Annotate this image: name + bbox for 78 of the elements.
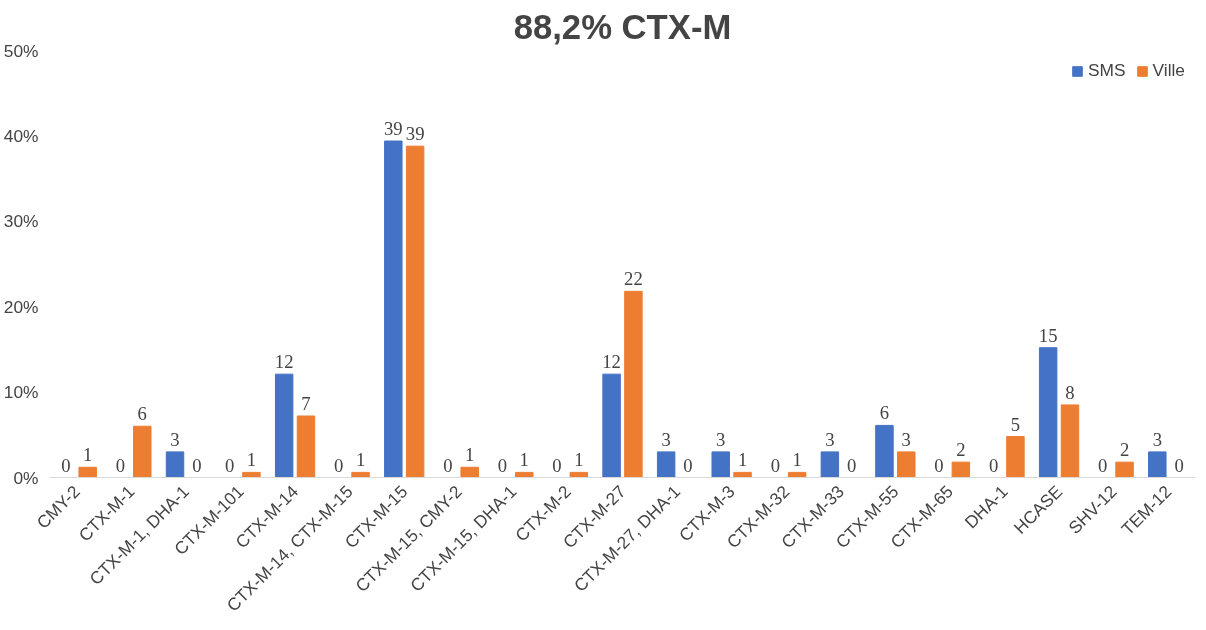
- y-tick-label: 10%: [3, 382, 39, 403]
- data-label: 39: [405, 123, 425, 145]
- bar: [1148, 451, 1167, 478]
- data-label: 0: [1174, 454, 1184, 476]
- data-label: 0: [988, 454, 999, 476]
- data-label: 3: [661, 428, 671, 450]
- data-label: 3: [1152, 428, 1162, 450]
- data-label: 1: [465, 444, 475, 466]
- bar: [242, 471, 261, 478]
- bar: [384, 140, 403, 478]
- data-label: 6: [137, 403, 147, 425]
- bar: [787, 471, 807, 478]
- data-label: 0: [497, 454, 508, 476]
- data-label: 0: [224, 454, 235, 476]
- data-label: 0: [770, 454, 780, 476]
- data-label: 7: [301, 393, 311, 415]
- data-label: 0: [847, 454, 857, 476]
- y-tick-label: 20%: [3, 296, 39, 317]
- bar: [820, 451, 840, 478]
- data-label: 0: [934, 454, 944, 476]
- bar: [711, 451, 730, 478]
- data-label: 3: [170, 428, 180, 450]
- data-label: 39: [383, 118, 403, 140]
- bar: [602, 373, 621, 478]
- bar: [78, 466, 97, 478]
- data-label: 1: [246, 449, 257, 471]
- data-label: 6: [879, 402, 890, 424]
- bar: [1006, 436, 1025, 478]
- bar: [733, 471, 752, 478]
- legend-label: Ville: [1152, 60, 1185, 81]
- data-label: 15: [1038, 324, 1058, 346]
- bar: [875, 424, 894, 478]
- data-label: 2: [956, 439, 966, 461]
- data-label: 1: [519, 449, 529, 471]
- bar: [515, 471, 534, 478]
- data-label: 3: [825, 428, 835, 450]
- data-label: 12: [602, 351, 621, 373]
- y-tick-label: 50%: [3, 40, 39, 61]
- bar: [460, 466, 479, 478]
- y-tick-label: 0%: [13, 467, 39, 488]
- data-label: 1: [574, 449, 584, 471]
- bar: [1060, 404, 1080, 478]
- bar: [405, 145, 425, 478]
- data-label: 0: [192, 454, 202, 476]
- data-label: 0: [443, 454, 453, 476]
- data-label: 5: [1010, 413, 1021, 435]
- bar: [165, 451, 185, 478]
- bar: [296, 415, 316, 478]
- bar: [133, 425, 152, 478]
- bar: [1115, 461, 1134, 478]
- data-label: 1: [83, 444, 93, 466]
- data-label: 0: [552, 454, 562, 476]
- bar: [569, 471, 589, 478]
- y-tick-label: 40%: [3, 125, 39, 146]
- data-label: 8: [1065, 381, 1075, 403]
- data-label: 1: [792, 449, 802, 471]
- bar: [274, 373, 294, 478]
- bar: [656, 451, 676, 478]
- bar: [624, 290, 643, 478]
- data-label: 12: [274, 351, 294, 373]
- chart-title: 88,2% CTX-M: [513, 7, 732, 46]
- bar: [897, 451, 916, 478]
- data-label: 0: [1098, 454, 1108, 476]
- y-tick-label: 30%: [3, 211, 39, 232]
- legend-label: SMS: [1088, 60, 1126, 81]
- data-label: 0: [115, 454, 126, 476]
- bar: [1038, 347, 1058, 478]
- data-label: 1: [355, 449, 366, 471]
- data-label: 2: [1119, 439, 1130, 461]
- bar: [351, 471, 370, 478]
- data-label: 1: [737, 449, 748, 471]
- data-label: 0: [334, 454, 344, 476]
- data-label: 3: [716, 428, 726, 450]
- data-label: 0: [61, 454, 71, 476]
- data-label: 3: [901, 428, 911, 450]
- bar: [951, 461, 971, 478]
- data-label: 22: [624, 268, 643, 290]
- data-label: 0: [683, 454, 693, 476]
